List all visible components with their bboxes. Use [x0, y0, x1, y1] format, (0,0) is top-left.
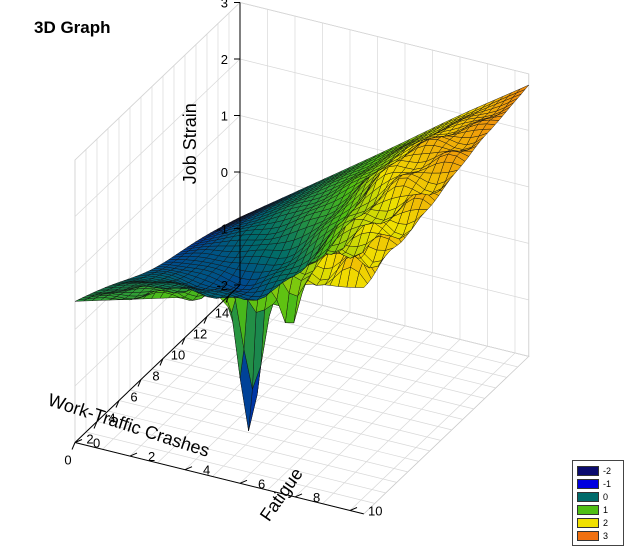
floor-gridline — [157, 305, 323, 464]
floor-gridline — [322, 345, 488, 504]
floor-gridline — [162, 358, 452, 431]
floor-gridline — [96, 421, 386, 494]
floor-gridline — [173, 347, 463, 420]
floor-gridline — [151, 368, 441, 441]
x-tick-label: 10 — [171, 348, 185, 363]
legend-swatch — [577, 517, 599, 528]
y-tick-label: 6 — [258, 476, 265, 491]
x-tick — [225, 295, 230, 303]
z-tick-label: 0 — [221, 165, 228, 180]
legend-swatch — [577, 504, 599, 515]
x-tick-label: 12 — [193, 327, 207, 342]
floor-gridline — [129, 389, 419, 462]
legend-label: 1 — [603, 504, 609, 515]
wall-gridline — [74, 115, 241, 274]
legend-label: -1 — [603, 478, 612, 489]
wall-gridline — [239, 2, 529, 75]
y-tick-label: 8 — [313, 490, 320, 505]
legend-item: -2 — [577, 464, 619, 477]
chart-title: 3D Graph — [34, 18, 111, 37]
y-tick-label: 4 — [203, 463, 210, 478]
x-tick — [93, 421, 98, 429]
z-tick-label: -2 — [216, 278, 228, 293]
x-tick-label: 6 — [130, 390, 137, 405]
z-tick-label: 2 — [221, 52, 228, 67]
floor-gridline — [107, 410, 397, 483]
x-axis-line — [74, 284, 241, 443]
z-axis-label: Job Strain — [180, 103, 200, 184]
x-tick-label: 0 — [64, 453, 71, 468]
x-tick — [181, 337, 186, 345]
y-tick-label: 0 — [93, 436, 100, 451]
x-tick-label: 8 — [152, 369, 159, 384]
y-tick — [239, 479, 248, 484]
color-legend: -2 -1 0 1 2 3 — [572, 460, 624, 546]
y-axis-label: Fatigue — [256, 464, 307, 525]
floor-gridline — [85, 431, 375, 504]
legend-label: 2 — [603, 517, 609, 528]
y-tick-label: 2 — [148, 449, 155, 464]
surface-mesh — [74, 84, 529, 431]
legend-item: 1 — [577, 503, 619, 516]
y-tick — [294, 493, 303, 498]
floor-gridline — [267, 332, 433, 491]
y-axis-line — [74, 442, 364, 515]
y-tick — [129, 452, 138, 457]
floor-gridline — [140, 379, 430, 452]
wall-gridline — [74, 2, 241, 161]
legend-swatch — [577, 530, 599, 541]
x-axis-label: Work-Traffic Crashes — [46, 390, 213, 461]
legend-swatch — [577, 465, 599, 476]
x-tick — [115, 400, 120, 408]
legend-label: -2 — [603, 465, 612, 476]
y-tick-label: 10 — [368, 504, 382, 519]
floor-gridline — [294, 339, 461, 498]
y-tick — [349, 507, 358, 511]
x-tick-label: 4 — [108, 411, 115, 426]
x-tick — [203, 316, 208, 324]
legend-item: -1 — [577, 477, 619, 490]
legend-item: 3 — [577, 529, 619, 542]
legend-label: 3 — [603, 530, 609, 541]
legend-label: 0 — [603, 491, 609, 502]
wall-gridline — [74, 171, 241, 330]
y-tick — [74, 439, 83, 443]
legend-item: 0 — [577, 490, 619, 503]
z-tick-label: 1 — [221, 109, 228, 124]
y-tick — [184, 466, 193, 471]
z-tick-label: -1 — [216, 222, 228, 237]
x-tick — [71, 442, 76, 450]
wall-gridline — [74, 58, 241, 217]
z-tick-label: 3 — [221, 0, 228, 11]
x-tick — [137, 379, 142, 387]
floor-gridline — [184, 337, 474, 410]
surface-patch — [236, 213, 249, 220]
legend-item: 2 — [577, 516, 619, 529]
x-tick — [159, 358, 164, 366]
legend-swatch — [577, 478, 599, 489]
floor-gridline — [239, 325, 406, 484]
x-tick-label: 14 — [215, 306, 229, 321]
floor-gridline — [228, 295, 518, 368]
floor-gridline — [349, 352, 516, 511]
floor-gridline — [184, 311, 351, 470]
floor-gridline — [118, 400, 408, 473]
x-tick-label: 2 — [86, 432, 93, 447]
floor-gridline — [212, 318, 378, 477]
legend-swatch — [577, 491, 599, 502]
